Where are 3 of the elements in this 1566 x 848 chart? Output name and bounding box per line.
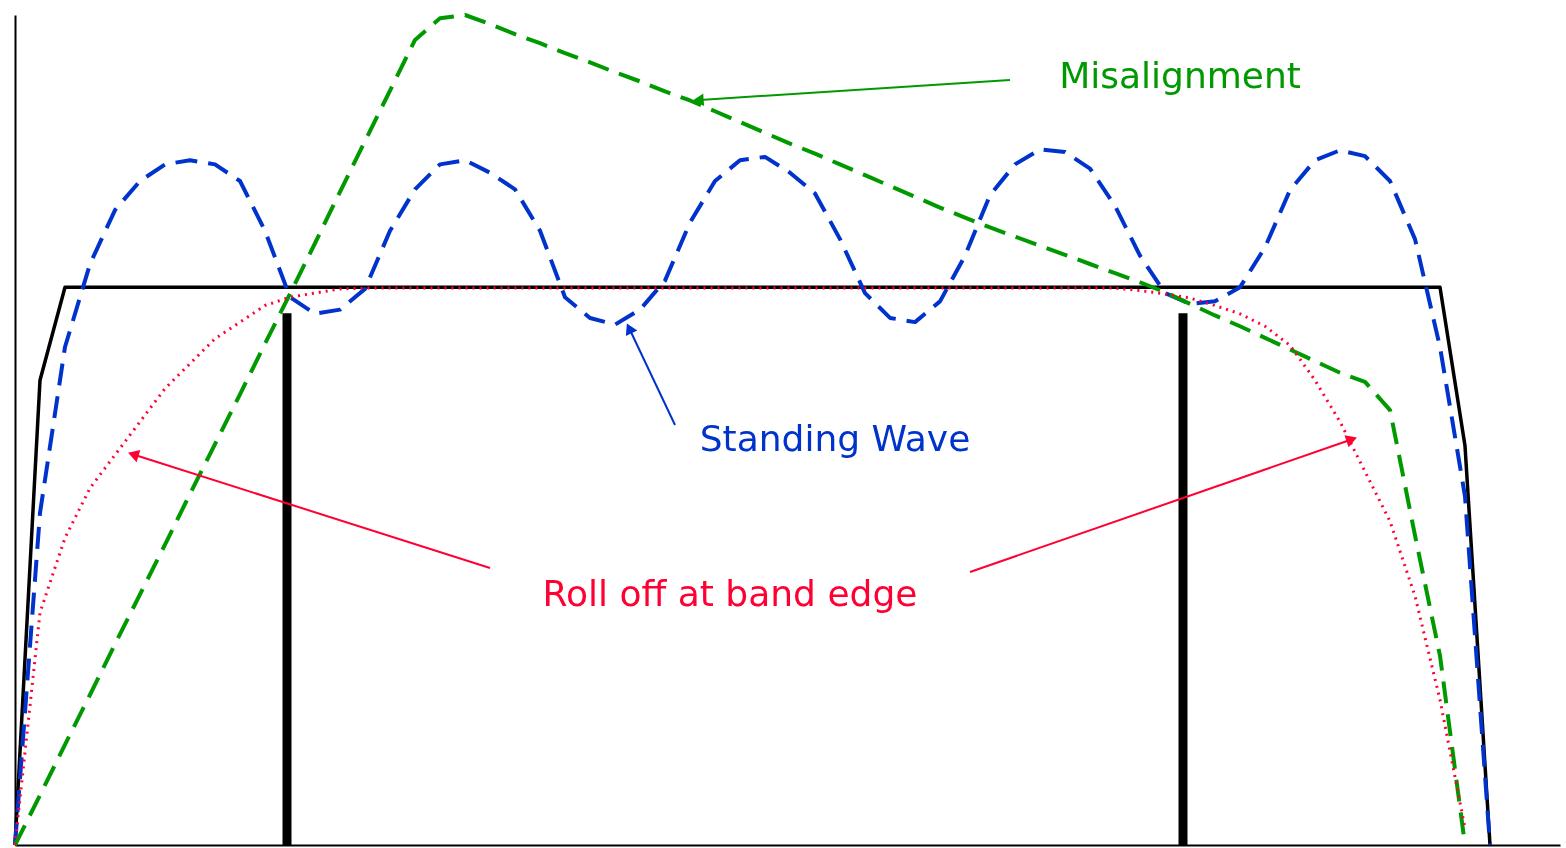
- annotation: Roll off at band edge: [542, 573, 918, 614]
- annotation: Standing Wave: [699, 418, 971, 459]
- annotation: Misalignment: [1059, 55, 1301, 96]
